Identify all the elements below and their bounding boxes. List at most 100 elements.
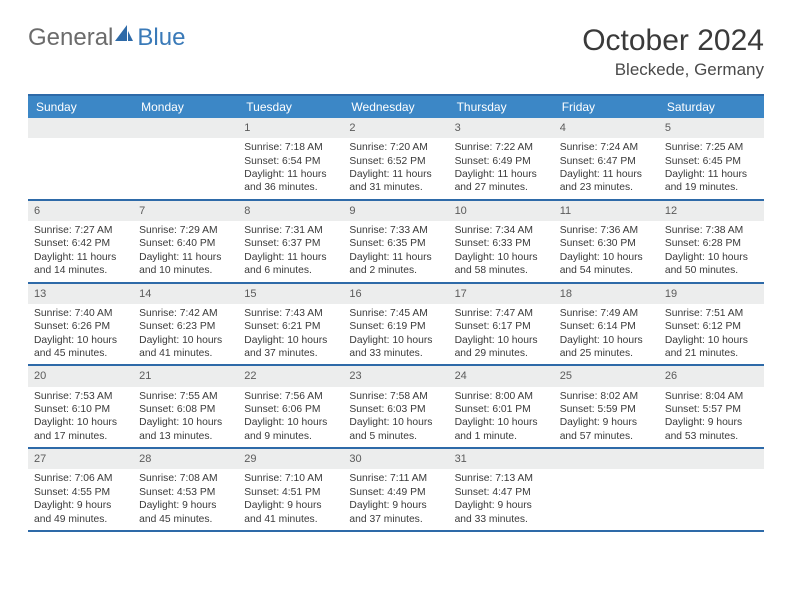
day-details: Sunrise: 7:08 AMSunset: 4:53 PMDaylight:… bbox=[133, 469, 238, 530]
sunrise-text: Sunrise: 7:45 AM bbox=[349, 307, 442, 320]
day-cell: 8Sunrise: 7:31 AMSunset: 6:37 PMDaylight… bbox=[238, 201, 343, 282]
day-cell: 24Sunrise: 8:00 AMSunset: 6:01 PMDayligh… bbox=[449, 366, 554, 447]
day-details: Sunrise: 7:31 AMSunset: 6:37 PMDaylight:… bbox=[238, 221, 343, 282]
day-number: 14 bbox=[133, 284, 238, 304]
daylight-text: and 6 minutes. bbox=[244, 264, 337, 277]
sunset-text: Sunset: 6:03 PM bbox=[349, 403, 442, 416]
week-row: 1Sunrise: 7:18 AMSunset: 6:54 PMDaylight… bbox=[28, 118, 764, 201]
header: General Blue October 2024 Bleckede, Germ… bbox=[28, 24, 764, 80]
day-details: Sunrise: 7:45 AMSunset: 6:19 PMDaylight:… bbox=[343, 304, 448, 365]
daylight-text: Daylight: 11 hours bbox=[244, 168, 337, 181]
empty-bar bbox=[554, 449, 659, 469]
day-cell: 6Sunrise: 7:27 AMSunset: 6:42 PMDaylight… bbox=[28, 201, 133, 282]
day-number: 7 bbox=[133, 201, 238, 221]
dow-thursday: Thursday bbox=[449, 96, 554, 118]
dow-sunday: Sunday bbox=[28, 96, 133, 118]
empty-cell bbox=[554, 449, 659, 530]
daylight-text: Daylight: 9 hours bbox=[665, 416, 758, 429]
daylight-text: Daylight: 11 hours bbox=[665, 168, 758, 181]
daylight-text: Daylight: 10 hours bbox=[34, 334, 127, 347]
day-details: Sunrise: 7:47 AMSunset: 6:17 PMDaylight:… bbox=[449, 304, 554, 365]
sunset-text: Sunset: 5:57 PM bbox=[665, 403, 758, 416]
daylight-text: Daylight: 11 hours bbox=[349, 251, 442, 264]
daylight-text: Daylight: 11 hours bbox=[560, 168, 653, 181]
day-number: 8 bbox=[238, 201, 343, 221]
sunset-text: Sunset: 6:26 PM bbox=[34, 320, 127, 333]
sunset-text: Sunset: 6:35 PM bbox=[349, 237, 442, 250]
daylight-text: Daylight: 10 hours bbox=[139, 334, 232, 347]
sunset-text: Sunset: 6:45 PM bbox=[665, 155, 758, 168]
day-details: Sunrise: 7:13 AMSunset: 4:47 PMDaylight:… bbox=[449, 469, 554, 530]
day-details: Sunrise: 8:02 AMSunset: 5:59 PMDaylight:… bbox=[554, 387, 659, 448]
sunrise-text: Sunrise: 7:31 AM bbox=[244, 224, 337, 237]
day-cell: 21Sunrise: 7:55 AMSunset: 6:08 PMDayligh… bbox=[133, 366, 238, 447]
daylight-text: Daylight: 10 hours bbox=[455, 416, 548, 429]
sunset-text: Sunset: 4:55 PM bbox=[34, 486, 127, 499]
sunset-text: Sunset: 6:06 PM bbox=[244, 403, 337, 416]
daylight-text: and 36 minutes. bbox=[244, 181, 337, 194]
day-details: Sunrise: 7:11 AMSunset: 4:49 PMDaylight:… bbox=[343, 469, 448, 530]
day-number: 20 bbox=[28, 366, 133, 386]
day-number: 3 bbox=[449, 118, 554, 138]
day-number: 18 bbox=[554, 284, 659, 304]
daylight-text: and 19 minutes. bbox=[665, 181, 758, 194]
daylight-text: Daylight: 9 hours bbox=[244, 499, 337, 512]
day-number: 24 bbox=[449, 366, 554, 386]
day-cell: 15Sunrise: 7:43 AMSunset: 6:21 PMDayligh… bbox=[238, 284, 343, 365]
day-details: Sunrise: 7:27 AMSunset: 6:42 PMDaylight:… bbox=[28, 221, 133, 282]
day-details: Sunrise: 7:55 AMSunset: 6:08 PMDaylight:… bbox=[133, 387, 238, 448]
sunrise-text: Sunrise: 7:49 AM bbox=[560, 307, 653, 320]
daylight-text: and 50 minutes. bbox=[665, 264, 758, 277]
sunrise-text: Sunrise: 7:58 AM bbox=[349, 390, 442, 403]
sunset-text: Sunset: 6:14 PM bbox=[560, 320, 653, 333]
sunrise-text: Sunrise: 7:51 AM bbox=[665, 307, 758, 320]
sunset-text: Sunset: 6:49 PM bbox=[455, 155, 548, 168]
day-details: Sunrise: 7:10 AMSunset: 4:51 PMDaylight:… bbox=[238, 469, 343, 530]
sunset-text: Sunset: 6:52 PM bbox=[349, 155, 442, 168]
daylight-text: and 41 minutes. bbox=[244, 513, 337, 526]
day-cell: 23Sunrise: 7:58 AMSunset: 6:03 PMDayligh… bbox=[343, 366, 448, 447]
day-details: Sunrise: 7:38 AMSunset: 6:28 PMDaylight:… bbox=[659, 221, 764, 282]
daylight-text: and 37 minutes. bbox=[244, 347, 337, 360]
sunset-text: Sunset: 6:17 PM bbox=[455, 320, 548, 333]
daylight-text: and 58 minutes. bbox=[455, 264, 548, 277]
daylight-text: Daylight: 10 hours bbox=[455, 334, 548, 347]
daylight-text: and 45 minutes. bbox=[139, 513, 232, 526]
day-cell: 14Sunrise: 7:42 AMSunset: 6:23 PMDayligh… bbox=[133, 284, 238, 365]
sunrise-text: Sunrise: 7:53 AM bbox=[34, 390, 127, 403]
dow-tuesday: Tuesday bbox=[238, 96, 343, 118]
daylight-text: and 27 minutes. bbox=[455, 181, 548, 194]
sunrise-text: Sunrise: 7:33 AM bbox=[349, 224, 442, 237]
daylight-text: Daylight: 11 hours bbox=[244, 251, 337, 264]
sunrise-text: Sunrise: 7:43 AM bbox=[244, 307, 337, 320]
day-cell: 31Sunrise: 7:13 AMSunset: 4:47 PMDayligh… bbox=[449, 449, 554, 530]
location: Bleckede, Germany bbox=[582, 60, 764, 80]
day-details: Sunrise: 7:43 AMSunset: 6:21 PMDaylight:… bbox=[238, 304, 343, 365]
daylight-text: Daylight: 9 hours bbox=[34, 499, 127, 512]
daylight-text: Daylight: 9 hours bbox=[455, 499, 548, 512]
sunrise-text: Sunrise: 7:36 AM bbox=[560, 224, 653, 237]
day-cell: 13Sunrise: 7:40 AMSunset: 6:26 PMDayligh… bbox=[28, 284, 133, 365]
day-details: Sunrise: 7:51 AMSunset: 6:12 PMDaylight:… bbox=[659, 304, 764, 365]
day-cell: 10Sunrise: 7:34 AMSunset: 6:33 PMDayligh… bbox=[449, 201, 554, 282]
sunrise-text: Sunrise: 8:02 AM bbox=[560, 390, 653, 403]
sunset-text: Sunset: 6:10 PM bbox=[34, 403, 127, 416]
daylight-text: and 9 minutes. bbox=[244, 430, 337, 443]
day-cell: 9Sunrise: 7:33 AMSunset: 6:35 PMDaylight… bbox=[343, 201, 448, 282]
day-number: 29 bbox=[238, 449, 343, 469]
day-number: 27 bbox=[28, 449, 133, 469]
calendar: SundayMondayTuesdayWednesdayThursdayFrid… bbox=[28, 94, 764, 532]
daylight-text: Daylight: 11 hours bbox=[139, 251, 232, 264]
day-cell: 16Sunrise: 7:45 AMSunset: 6:19 PMDayligh… bbox=[343, 284, 448, 365]
sunrise-text: Sunrise: 7:42 AM bbox=[139, 307, 232, 320]
day-details: Sunrise: 7:24 AMSunset: 6:47 PMDaylight:… bbox=[554, 138, 659, 199]
day-cell: 17Sunrise: 7:47 AMSunset: 6:17 PMDayligh… bbox=[449, 284, 554, 365]
sunrise-text: Sunrise: 7:10 AM bbox=[244, 472, 337, 485]
day-details: Sunrise: 7:49 AMSunset: 6:14 PMDaylight:… bbox=[554, 304, 659, 365]
daylight-text: Daylight: 10 hours bbox=[139, 416, 232, 429]
week-row: 6Sunrise: 7:27 AMSunset: 6:42 PMDaylight… bbox=[28, 201, 764, 284]
sunset-text: Sunset: 4:49 PM bbox=[349, 486, 442, 499]
daylight-text: and 14 minutes. bbox=[34, 264, 127, 277]
day-number: 6 bbox=[28, 201, 133, 221]
day-cell: 22Sunrise: 7:56 AMSunset: 6:06 PMDayligh… bbox=[238, 366, 343, 447]
